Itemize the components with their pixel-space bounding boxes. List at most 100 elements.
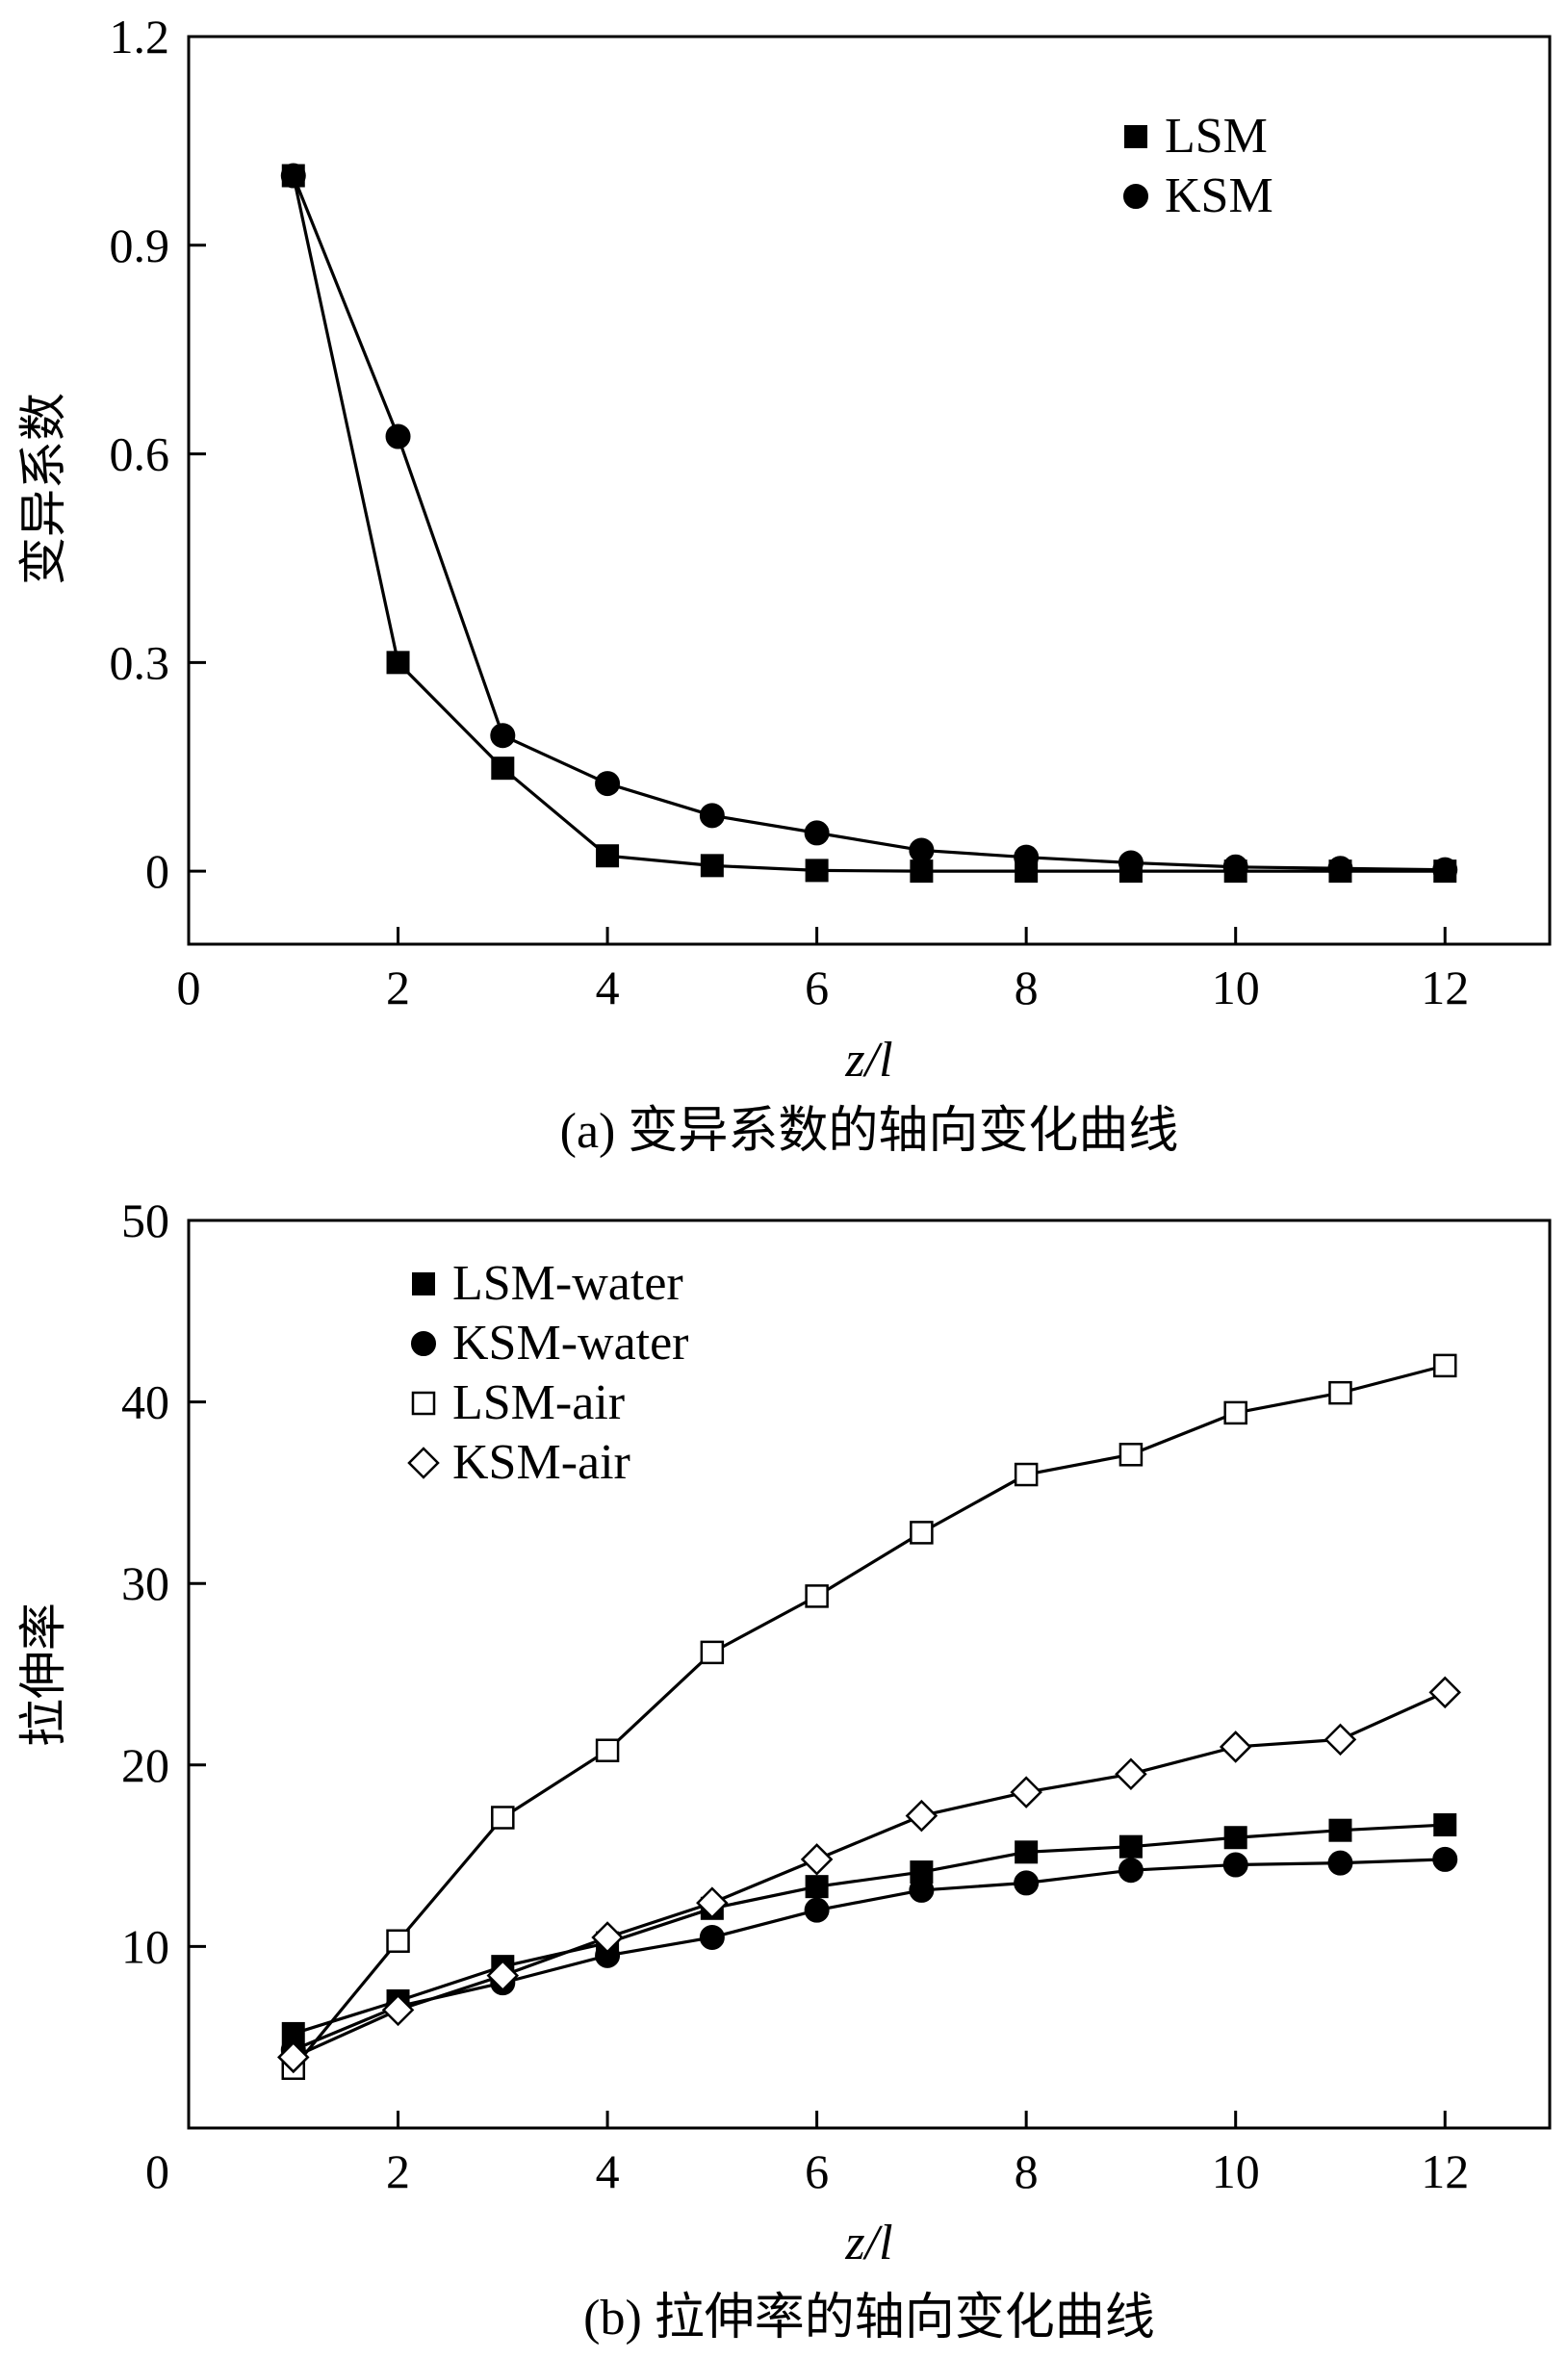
data-point <box>1118 1834 1143 1859</box>
x-tick-label: 4 <box>596 2144 620 2198</box>
data-point <box>1324 1723 1357 1756</box>
series-line <box>293 1690 1446 2059</box>
legend-marker <box>407 1447 440 1479</box>
data-point <box>595 771 621 797</box>
legend-label: LSM-water <box>452 1256 683 1311</box>
data-point <box>700 1640 725 1665</box>
data-point <box>486 1959 520 1992</box>
y-tick-label: 40 <box>121 1375 169 1429</box>
y-axis-title: 变异系数 <box>15 393 71 585</box>
series-line <box>292 174 1446 872</box>
y-tick-label: 20 <box>121 1738 169 1792</box>
x-axis-title: z/l <box>844 2216 892 2270</box>
legend-item: LSM <box>1124 109 1268 164</box>
data-point <box>699 1924 725 1950</box>
legend-marker <box>411 1331 436 1356</box>
legend-label: KSM-water <box>452 1316 689 1371</box>
tick-labels: 0 2 4 6 8 10 12 0 0.3 0.6 0.9 1.2 <box>110 10 1470 1014</box>
data-point <box>1433 1813 1457 1837</box>
axis-ticks <box>189 1400 1447 2128</box>
data-point <box>1223 1826 1247 1850</box>
x-tick-label: 8 <box>1015 961 1039 1014</box>
legend-item: KSM <box>1123 168 1273 223</box>
data-point <box>1432 1353 1457 1378</box>
series-ksm-air <box>277 1676 1461 2074</box>
data-point <box>491 1806 515 1830</box>
data-point <box>1014 1462 1039 1487</box>
x-tick-label: 10 <box>1212 961 1260 1014</box>
data-point <box>591 1921 624 1954</box>
data-point <box>1327 1850 1353 1876</box>
x-tick-label: 2 <box>386 961 410 1014</box>
data-point <box>910 859 934 884</box>
caption-a: (a) 变异系数的轴向变化曲线 <box>560 1104 1179 1159</box>
data-point <box>490 723 516 749</box>
tick-labels: 2 4 6 8 10 12 10 20 30 40 50 0 <box>121 1193 1469 2198</box>
data-point <box>381 1993 415 2027</box>
plot-frame <box>187 1218 1552 2130</box>
y-tick-label: 0.6 <box>110 427 170 481</box>
caption-b: (b) 拉伸率的轴向变化曲线 <box>583 2291 1155 2346</box>
data-point <box>1223 1400 1247 1425</box>
data-point <box>1010 1776 1042 1808</box>
data-point <box>1014 1870 1040 1896</box>
data-point <box>595 1738 620 1762</box>
series-line <box>293 1823 1446 2036</box>
series-line <box>292 1364 1446 2069</box>
data-point <box>386 651 410 675</box>
x-tick-label: 8 <box>1015 2144 1039 2198</box>
data-point <box>1015 1840 1039 1864</box>
data-point <box>1118 1443 1144 1467</box>
legend-label: KSM-air <box>452 1435 630 1490</box>
series-line <box>293 1858 1446 2052</box>
legend-marker <box>1124 125 1147 148</box>
data-point <box>1118 850 1144 876</box>
y-tick-label: 0 <box>145 844 169 898</box>
data-point <box>1219 1731 1252 1763</box>
data-point <box>800 1843 834 1876</box>
data-point <box>805 859 829 883</box>
data-point <box>1222 1852 1248 1878</box>
legend-label: LSM <box>1165 109 1268 164</box>
y-tick-label: 1.2 <box>110 10 170 64</box>
data-point <box>699 803 725 829</box>
data-point <box>909 1877 935 1903</box>
legend-item: KSM-air <box>407 1435 630 1490</box>
data-point <box>1115 1757 1147 1790</box>
data-point <box>596 844 620 868</box>
data-point <box>1328 1380 1352 1405</box>
x-tick-label: 6 <box>805 961 829 1014</box>
y-tick-label: 10 <box>121 1919 169 1973</box>
data-point <box>491 756 515 781</box>
legend-label: LSM-air <box>452 1375 625 1430</box>
data-point <box>700 854 724 878</box>
data-point <box>277 2040 310 2074</box>
data-point <box>386 1929 410 1953</box>
series-layer <box>280 163 1458 884</box>
plot-frame <box>187 35 1552 946</box>
series-ksm <box>280 163 1458 883</box>
data-point <box>385 423 411 449</box>
data-point <box>1327 856 1353 882</box>
series-lsm-air <box>281 1353 1457 2081</box>
series-layer <box>277 1353 1461 2081</box>
legend-marker <box>1123 184 1148 209</box>
data-point <box>805 1875 829 1899</box>
data-point <box>1222 854 1248 880</box>
legend-marker <box>411 1391 436 1416</box>
series-line <box>292 175 1446 873</box>
legend-label: KSM <box>1165 168 1273 223</box>
data-point <box>905 1799 938 1833</box>
data-point <box>1432 1846 1458 1872</box>
data-point <box>910 1521 934 1545</box>
series-lsm <box>281 164 1457 884</box>
x-tick-label: 12 <box>1421 2144 1469 2198</box>
x-tick-label: 4 <box>596 961 620 1014</box>
data-point <box>1428 1676 1461 1709</box>
data-point <box>805 1584 829 1608</box>
legend-item: LSM-water <box>412 1256 683 1311</box>
